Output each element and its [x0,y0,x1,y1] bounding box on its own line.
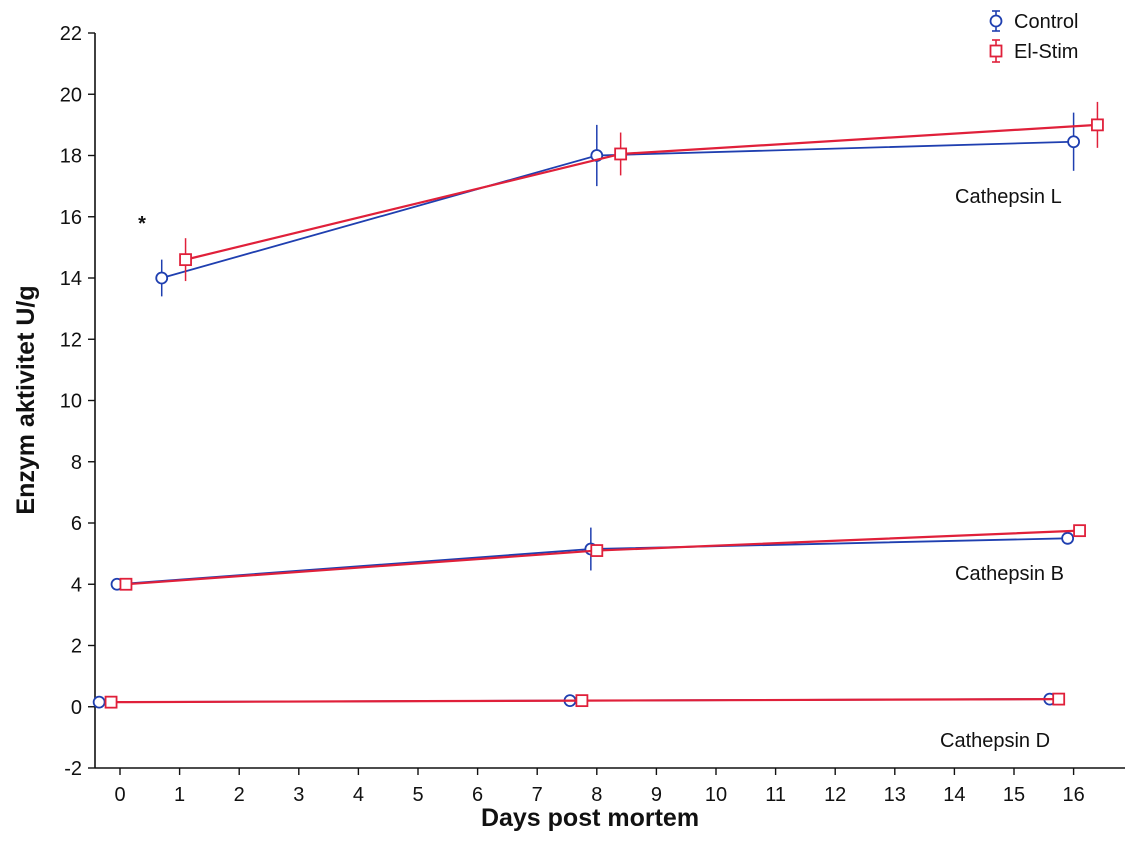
y-tick-label: 0 [71,697,82,719]
x-tick-label: 8 [591,784,602,806]
y-tick-label: 14 [60,268,82,290]
data-point-el-stim [590,544,604,557]
data-point-el-stim [575,694,589,708]
x-tick-label: 6 [472,784,483,806]
x-tick-label: 14 [943,784,965,806]
x-tick-label: 4 [353,784,364,806]
data-point-el-stim [179,253,192,267]
series-group-cathepsin-b [110,524,1086,591]
y-tick-label: 2 [71,636,82,658]
y-tick-label: 12 [60,329,82,351]
y-tick-label: 18 [60,146,82,168]
legend-label-el-stim: El-Stim [1014,41,1078,63]
x-tick-label: 3 [293,784,304,806]
data-point-el-stim [119,577,133,591]
series-layer [92,101,1104,709]
y-tick-label: 16 [60,207,82,229]
axes [94,33,1125,769]
legend: Control El-Stim [989,10,1078,63]
x-tick-label: 10 [705,784,727,806]
x-tick-label: 0 [114,784,125,806]
data-point-el-stim [104,695,118,709]
series-group-cathepsin-d [92,692,1066,709]
data-point-control [1061,531,1075,545]
y-tick-label: 10 [60,391,82,413]
x-tick-label: 5 [412,784,423,806]
data-point-el-stim [1073,524,1086,538]
y-tick-label: -2 [64,758,82,780]
data-point-el-stim [1052,692,1066,706]
series-line-el-stim [125,529,1080,586]
x-tick-label: 9 [651,784,662,806]
data-point-control [1067,135,1080,149]
group-label: Cathepsin B [955,563,1064,585]
x-axis-title: Days post mortem [481,804,699,832]
y-tick-label: 8 [71,452,82,474]
y-axis-ticks: -2 0 2 4 6 8 10 12 14 16 18 20 22 [60,23,95,780]
x-tick-label: 16 [1062,784,1084,806]
series-line-control [161,140,1074,279]
legend-control-marker [989,14,1003,28]
x-tick-label: 13 [884,784,906,806]
y-tick-label: 4 [71,574,82,596]
y-tick-label: 22 [60,23,82,45]
data-point-el-stim [1091,118,1104,132]
data-point-el-stim [614,147,628,161]
y-tick-label: 6 [71,513,82,535]
legend-item-el-stim: El-Stim [989,39,1078,63]
x-tick-label: 1 [174,784,185,806]
group-labels: Cathepsin L Cathepsin B Cathepsin D * [138,186,1064,752]
data-point-control [92,695,106,709]
x-tick-label: 11 [765,784,786,806]
y-tick-label: 20 [60,84,82,106]
group-label: Cathepsin L [955,186,1062,208]
x-tick-label: 12 [824,784,846,806]
x-tick-label: 7 [532,784,543,806]
series-group-cathepsin-l [155,101,1104,297]
x-tick-label: 15 [1003,784,1025,806]
legend-item-control: Control [989,10,1078,33]
x-axis-ticks: 0 1 2 3 4 5 6 7 8 9 10 11 12 13 14 15 16 [114,768,1085,806]
legend-el-stim-marker [989,44,1003,58]
y-axis-title: Enzym aktivitet U/g [12,285,40,514]
legend-label-control: Control [1014,11,1078,33]
data-point-control [155,271,169,285]
significance-marker: * [138,213,146,235]
x-tick-label: 2 [234,784,245,806]
group-label: Cathepsin D [940,730,1050,752]
